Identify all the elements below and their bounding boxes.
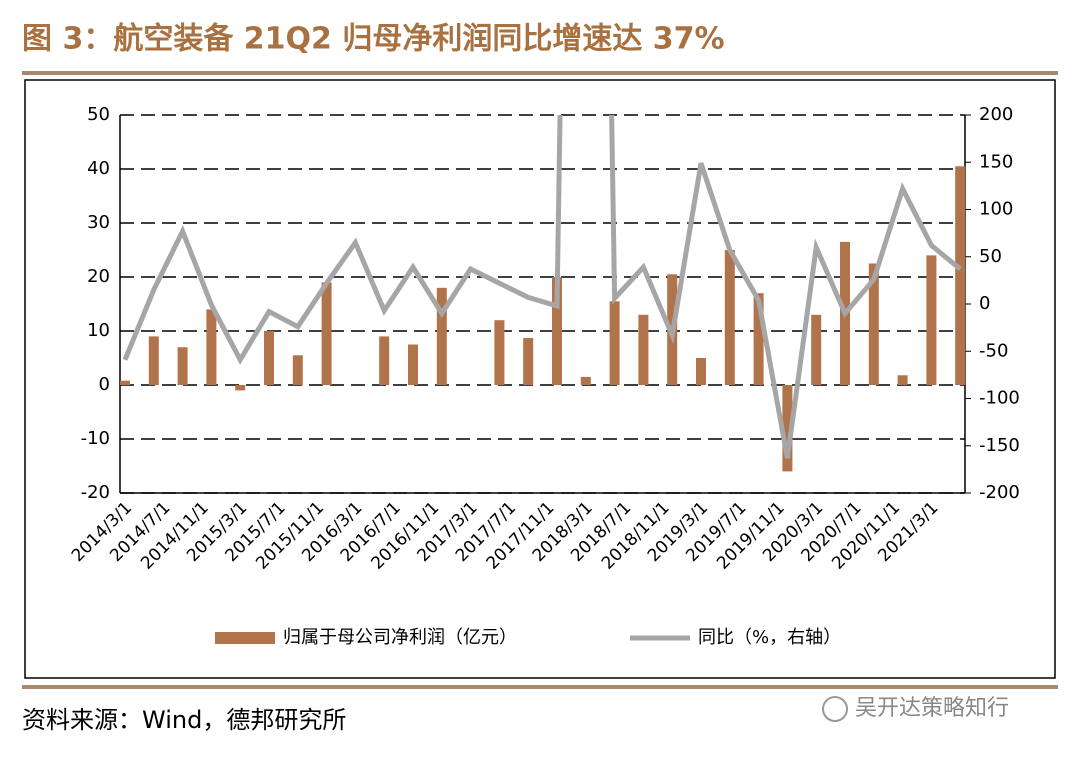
bar — [580, 376, 591, 385]
y2-tick-label: 0 — [979, 293, 990, 314]
y2-tick-label: 200 — [979, 104, 1013, 125]
y-tick-label: 0 — [99, 374, 110, 395]
bar — [753, 293, 764, 385]
bar — [206, 309, 217, 385]
bar — [638, 314, 649, 385]
title-rule — [22, 71, 1058, 75]
bar — [552, 277, 562, 385]
legend-swatch — [215, 632, 275, 644]
watermark-icon — [822, 696, 848, 722]
bar — [292, 355, 303, 385]
source: 资料来源：Wind，德邦研究所 — [22, 706, 346, 734]
y2-tick-label: -50 — [979, 340, 1008, 361]
y2-tick-label: 50 — [979, 246, 1002, 267]
y-tick-label: 20 — [87, 266, 110, 287]
bar — [724, 250, 735, 385]
bar — [379, 336, 390, 385]
y2-tick-label: -100 — [979, 388, 1020, 409]
bar — [696, 358, 706, 385]
bar — [955, 166, 966, 385]
chart-frame — [24, 79, 1056, 679]
chart-title: 图 3：航空装备 21Q2 归母净利润同比增速达 37% — [22, 22, 725, 57]
y2-tick-label: -150 — [979, 435, 1020, 456]
bar — [782, 385, 793, 472]
legend-label: 同比（%，右轴） — [698, 627, 841, 648]
bar — [148, 336, 159, 385]
watermark: 吴开达策略知行 — [855, 696, 1009, 721]
bar — [926, 255, 937, 385]
bar — [868, 263, 879, 385]
bar — [811, 314, 822, 385]
bar — [609, 301, 620, 385]
line — [122, 115, 962, 459]
y2-tick-label: 150 — [979, 151, 1013, 172]
bar — [494, 320, 505, 385]
y2-tick-label: -200 — [979, 482, 1020, 503]
source-rule — [22, 685, 1058, 689]
y-tick-label: 40 — [87, 158, 110, 179]
y2-tick-label: 100 — [979, 199, 1013, 220]
bar — [321, 282, 332, 385]
bar — [120, 380, 130, 385]
legend-label: 归属于母公司净利润（亿元） — [283, 627, 517, 648]
bar — [523, 338, 534, 385]
y-tick-label: -10 — [81, 428, 110, 449]
bar — [897, 375, 908, 385]
bar — [436, 287, 447, 385]
y-tick-label: 30 — [87, 212, 110, 233]
bar — [408, 344, 418, 385]
bar — [264, 331, 274, 385]
y-tick-label: 50 — [87, 104, 110, 125]
bar — [177, 347, 188, 385]
y-tick-label: -20 — [81, 482, 110, 503]
y-tick-label: 10 — [87, 320, 110, 341]
bar — [235, 385, 246, 391]
